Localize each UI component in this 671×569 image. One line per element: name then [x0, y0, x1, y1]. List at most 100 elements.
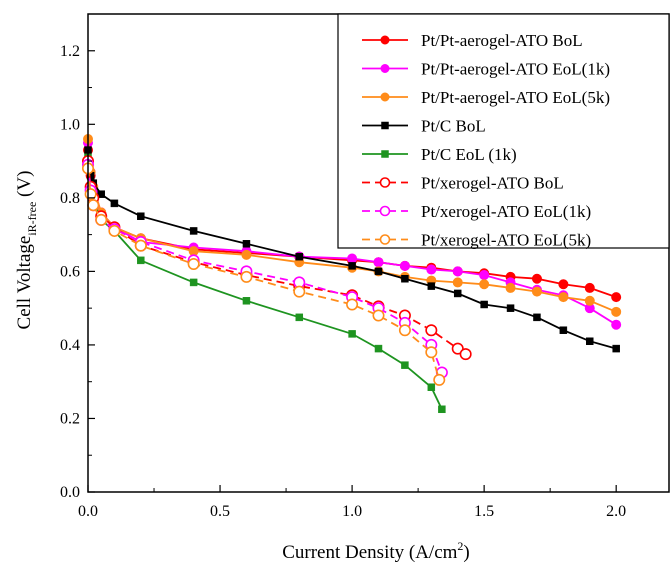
legend-label: Pt/xerogel-ATO BoL — [421, 174, 564, 193]
series-marker — [433, 373, 446, 386]
series-marker — [426, 264, 437, 275]
legend-label: Pt/C BoL — [421, 117, 486, 136]
series-marker — [381, 121, 389, 130]
legend-label: Pt/Pt-aerogel-ATO EoL(5k) — [421, 88, 610, 107]
series-marker — [453, 289, 462, 298]
series-marker — [188, 246, 199, 257]
series-marker — [531, 273, 542, 284]
series-marker — [558, 279, 569, 290]
series-marker — [479, 279, 490, 290]
series-marker — [380, 92, 390, 102]
axis-ticks — [87, 50, 617, 493]
series-marker — [459, 348, 472, 361]
series-marker — [611, 306, 622, 317]
legend-item: Pt/Pt-aerogel-ATO BoL — [362, 31, 583, 50]
series-marker — [611, 292, 622, 303]
series-marker — [372, 309, 385, 322]
legend-item: Pt/Pt-aerogel-ATO EoL(1k) — [362, 60, 610, 79]
legend-box — [337, 13, 670, 249]
series-marker — [506, 304, 515, 312]
series-marker — [95, 213, 108, 226]
series-marker — [381, 150, 389, 158]
series-marker — [137, 256, 145, 265]
series-marker — [380, 35, 390, 45]
tick-labels: 0.0 0.5 1.0 1.5 2.0 0.0 0.2 0.4 0.6 0.8 1.0 1.2 — [60, 43, 626, 520]
series-marker — [134, 239, 147, 252]
series-marker — [452, 266, 463, 277]
series-marker — [586, 337, 594, 345]
legend-label: Pt/Pt-aerogel-ATO EoL(1k) — [421, 60, 610, 79]
x-tick-label: 1.0 — [342, 503, 362, 520]
legend-item: Pt/Pt-aerogel-ATO EoL(5k) — [362, 88, 610, 107]
legend-label: Pt/Pt-aerogel-ATO BoL — [421, 31, 583, 50]
series-marker — [348, 262, 356, 270]
series-marker — [348, 330, 356, 338]
series-marker — [242, 297, 251, 305]
series-marker — [438, 405, 446, 414]
series-marker — [425, 324, 438, 337]
series-marker — [137, 212, 145, 220]
series-marker — [110, 199, 119, 208]
series-marker — [379, 234, 391, 245]
series-marker — [240, 270, 253, 283]
legend-item: Pt/xerogel-ATO BoL — [362, 174, 564, 193]
y-tick-label: 0.8 — [60, 190, 80, 207]
series-marker — [612, 344, 620, 353]
legend-item: Pt/xerogel-ATO EoL(5k) — [362, 231, 591, 250]
series-marker — [611, 319, 622, 330]
series-marker — [479, 270, 490, 281]
series-marker — [379, 205, 391, 217]
series-marker — [531, 286, 542, 297]
series-marker — [373, 257, 384, 268]
series-marker — [293, 285, 306, 298]
x-tick-label: 1.5 — [474, 503, 494, 520]
series-marker — [241, 249, 252, 260]
series-marker — [108, 224, 121, 237]
series-marker — [584, 282, 595, 293]
y-tick-label: 0.0 — [60, 484, 80, 501]
series-marker — [427, 282, 436, 290]
series-marker — [451, 342, 464, 355]
series-marker — [187, 258, 200, 271]
series-marker — [584, 295, 595, 306]
series-marker — [295, 252, 304, 261]
legend-item: Pt/C EoL (1k) — [362, 145, 517, 164]
x-tick-label: 2.0 — [606, 503, 626, 520]
x-tick-label: 0.0 — [78, 503, 98, 520]
series-marker — [346, 298, 359, 311]
series-marker — [558, 292, 569, 303]
y-tick-label: 1.2 — [60, 43, 80, 60]
series-marker — [399, 260, 410, 271]
series-marker — [480, 300, 488, 309]
legend-item: Pt/xerogel-ATO EoL(1k) — [362, 202, 591, 221]
series-marker — [425, 346, 438, 359]
legend-label: Pt/xerogel-ATO EoL(5k) — [421, 231, 591, 250]
series-marker — [242, 240, 251, 248]
series-marker — [398, 324, 411, 337]
series-marker — [189, 278, 198, 287]
y-axis-title: Cell VoltageiR-free (V) — [14, 171, 39, 330]
series-marker — [374, 267, 383, 276]
y-tick-label: 0.4 — [60, 337, 80, 354]
series-marker — [505, 282, 516, 293]
series-marker — [533, 313, 541, 322]
series-marker — [380, 64, 390, 73]
series-marker — [401, 361, 409, 369]
series-marker — [189, 227, 198, 235]
y-tick-label: 0.2 — [60, 410, 80, 427]
x-tick-label: 0.5 — [210, 503, 230, 520]
y-tick-label: 1.0 — [60, 116, 80, 133]
legend-label: Pt/C EoL (1k) — [421, 145, 517, 164]
series-marker — [452, 277, 463, 288]
series-marker — [427, 383, 436, 391]
legend: Pt/Pt-aerogel-ATO BoL Pt/Pt-aerogel-ATO E… — [337, 13, 670, 250]
series-marker — [559, 326, 568, 334]
series-marker — [87, 199, 100, 212]
legend-item: Pt/C BoL — [362, 117, 486, 136]
x-axis-title: Current Density (A/cm2) — [282, 539, 470, 563]
legend-label: Pt/xerogel-ATO EoL(1k) — [421, 202, 591, 221]
series-marker — [374, 344, 383, 353]
series-marker — [295, 313, 304, 322]
series-marker — [379, 177, 391, 188]
